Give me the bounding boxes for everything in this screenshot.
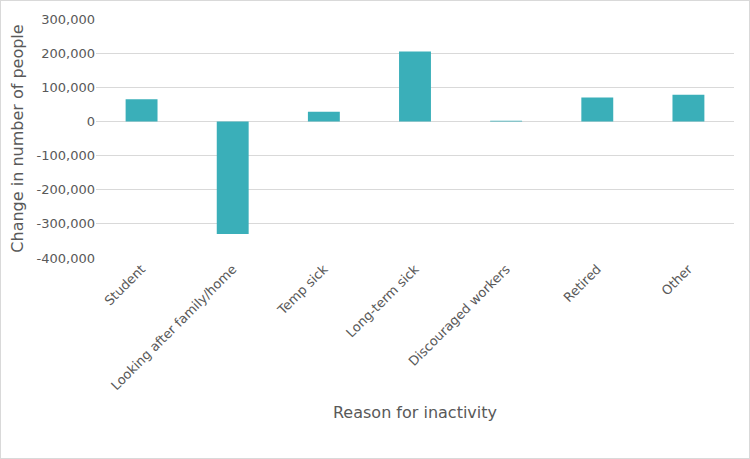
svg-text:Change in number of people: Change in number of people — [8, 24, 27, 252]
svg-text:Student: Student — [101, 262, 148, 309]
svg-text:-200,000: -200,000 — [37, 182, 95, 197]
svg-text:200,000: 200,000 — [41, 46, 95, 61]
svg-text:Reason for inactivity: Reason for inactivity — [333, 403, 497, 422]
svg-text:Looking after family/home: Looking after family/home — [108, 262, 239, 393]
svg-text:-400,000: -400,000 — [37, 251, 95, 266]
svg-text:-100,000: -100,000 — [37, 148, 95, 163]
svg-text:Other: Other — [658, 261, 695, 298]
svg-text:100,000: 100,000 — [41, 80, 95, 95]
svg-text:0: 0 — [87, 114, 95, 129]
svg-text:Temp sick: Temp sick — [274, 261, 331, 318]
svg-text:Discouraged workers: Discouraged workers — [406, 261, 513, 368]
svg-text:300,000: 300,000 — [41, 12, 95, 27]
svg-text:Long-term sick: Long-term sick — [343, 261, 422, 340]
svg-text:-300,000: -300,000 — [37, 216, 95, 231]
svg-text:Retired: Retired — [561, 262, 604, 305]
